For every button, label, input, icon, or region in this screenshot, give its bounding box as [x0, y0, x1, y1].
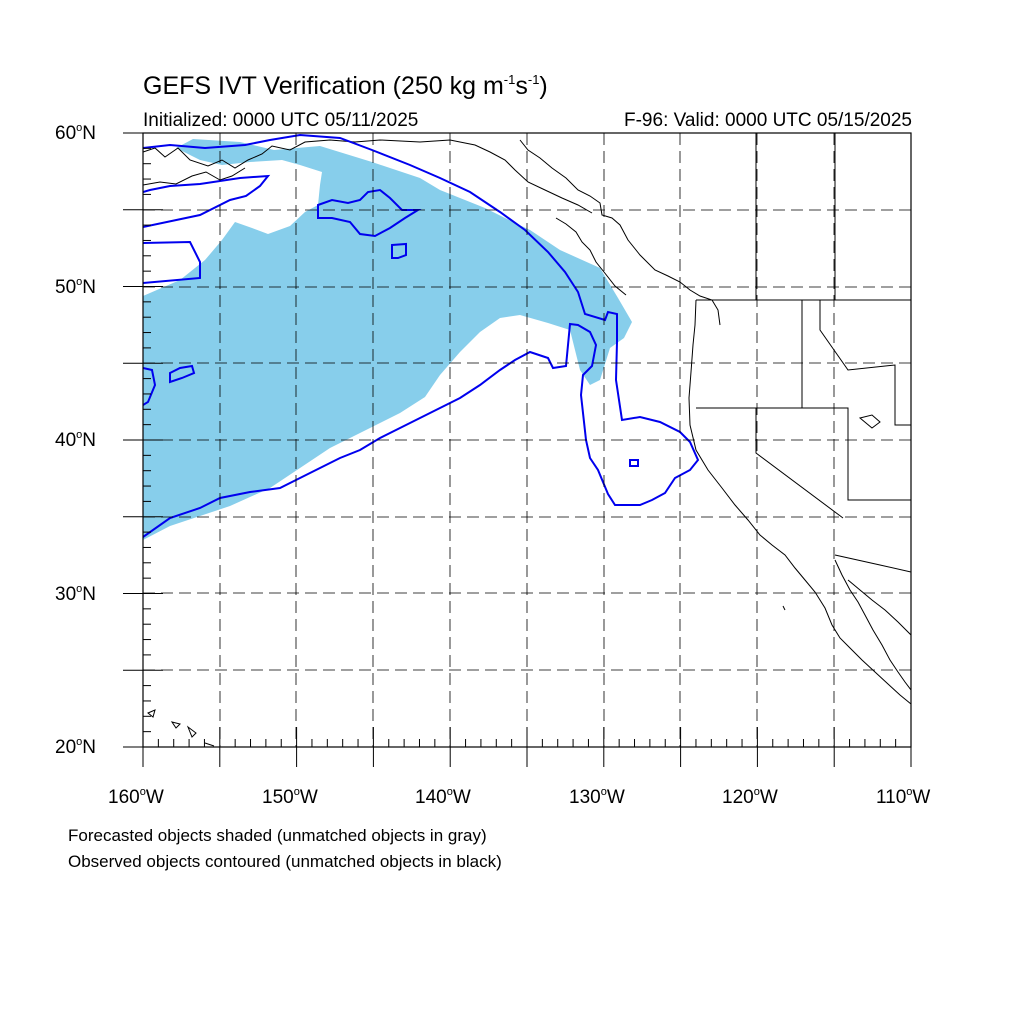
lat-label-20: 20oN [55, 736, 96, 758]
lon-label-160: 160oW [108, 786, 164, 808]
observed-contour-north [143, 174, 271, 228]
lat-label-60: 60oN [55, 122, 96, 144]
lon-label-130: 130oW [569, 786, 625, 808]
lat-label-40: 40oN [55, 429, 96, 451]
initialized-time: Initialized: 0000 UTC 05/11/2025 [143, 110, 419, 131]
lon-label-110: 110oW [876, 786, 931, 808]
lon-label-150: 150oW [262, 786, 318, 808]
axis-ticks [123, 132, 912, 767]
lon-label-120: 120oW [722, 786, 778, 808]
forecast-object-shaded [143, 139, 632, 540]
lat-label-50: 50oN [55, 276, 96, 298]
coastlines [143, 133, 911, 747]
legend-observed-note: Observed objects contoured (unmatched ob… [68, 852, 502, 871]
map-title: GEFS IVT Verification (250 kg m-1s-1) [143, 72, 548, 100]
legend-forecast-note: Forecasted objects shaded (unmatched obj… [68, 826, 487, 845]
lat-label-30: 30oN [55, 583, 96, 605]
valid-time: F-96: Valid: 0000 UTC 05/15/2025 [624, 110, 912, 131]
graticule [143, 133, 911, 747]
lon-label-140: 140oW [415, 786, 471, 808]
